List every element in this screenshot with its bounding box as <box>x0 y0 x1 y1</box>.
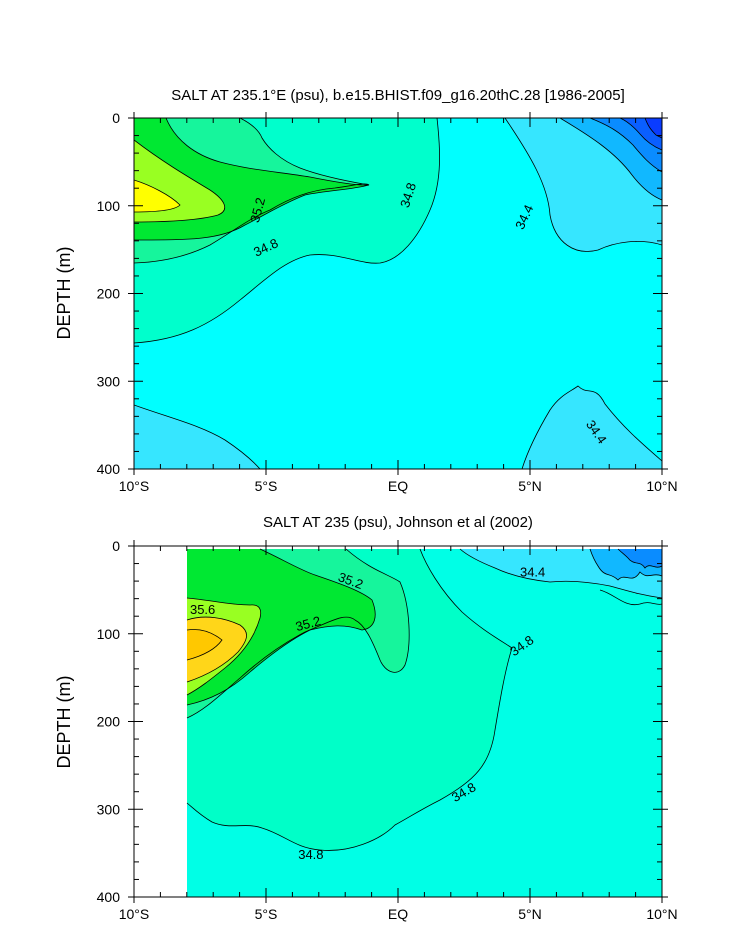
axis-ticks <box>128 112 668 475</box>
y-tick-label: 100 <box>97 626 121 642</box>
x-tick-label: 5°S <box>255 478 278 494</box>
contour-line <box>186 548 513 851</box>
y-tick-label: 400 <box>97 889 121 905</box>
contour-line <box>134 179 181 213</box>
y-tick-label: 400 <box>97 461 121 477</box>
contour-line <box>186 597 262 696</box>
y-tick-labels: 0 100 200 300 400 <box>97 110 121 477</box>
contour-fills <box>134 118 662 469</box>
contour-line <box>589 548 662 581</box>
fill-346-sw <box>134 405 260 469</box>
contour-line <box>559 118 662 201</box>
contour-label: 35.6 <box>190 602 215 617</box>
contour-line <box>619 118 662 151</box>
contour-label: 34.4 <box>520 564 545 579</box>
fill-338 <box>645 118 662 138</box>
contour-lines <box>134 118 662 469</box>
contour-line <box>644 118 662 139</box>
x-tick-label: 10°N <box>646 906 677 922</box>
x-tick-label: EQ <box>388 478 408 494</box>
y-tick-label: 300 <box>97 801 121 817</box>
contour-line <box>599 589 662 606</box>
chart-title: SALT AT 235.1°E (psu), b.e15.BHIST.f09_g… <box>171 87 625 104</box>
y-tick-label: 0 <box>112 538 120 554</box>
chart-bottom: SALT AT 235 (psu), Johnson et al (2002) <box>54 514 678 922</box>
contour-line <box>134 118 370 264</box>
y-tick-label: 200 <box>97 714 121 730</box>
fill-346-se <box>522 386 662 469</box>
x-tick-label: 10°S <box>119 478 150 494</box>
y-tick-label: 100 <box>97 198 121 214</box>
fill-354 <box>187 549 376 705</box>
contour-line <box>186 548 410 719</box>
contour-line <box>459 548 662 599</box>
y-axis-label: DEPTH (m) <box>54 676 74 769</box>
contour-line <box>134 118 440 344</box>
y-tick-label: 300 <box>97 373 121 389</box>
x-tick-label: 10°S <box>119 906 150 922</box>
contour-line <box>186 616 247 683</box>
contour-line <box>134 118 370 241</box>
x-tick-labels: 10°S 5°S EQ 5°N 10°N <box>119 478 678 494</box>
contour-label: 34.8 <box>397 181 419 210</box>
y-tick-label: 200 <box>97 286 121 302</box>
x-tick-labels: 10°S 5°S EQ 5°N 10°N <box>119 906 678 922</box>
x-tick-label: 10°N <box>646 478 677 494</box>
contour-label: 35.2 <box>247 196 268 224</box>
chart-title: SALT AT 235 (psu), Johnson et al (2002) <box>263 514 533 531</box>
contour-line <box>589 118 662 173</box>
contour-line <box>186 548 376 706</box>
chart-top: SALT AT 235.1°E (psu), b.e15.BHIST.f09_g… <box>54 87 678 494</box>
contour-label: 34.8 <box>298 847 323 862</box>
y-axis-label: DEPTH (m) <box>54 247 74 340</box>
contour-label: 35.2 <box>294 613 322 634</box>
x-tick-label: 5°S <box>255 906 278 922</box>
x-tick-label: 5°N <box>518 478 542 494</box>
fill-360 <box>187 629 222 660</box>
y-tick-label: 0 <box>112 110 120 126</box>
contour-line <box>134 404 261 469</box>
contour-labels: 35.6 35.2 35.2 34.8 34.8 34.8 34.4 <box>190 564 545 862</box>
contour-line <box>521 385 662 469</box>
contour-line <box>186 629 223 661</box>
x-tick-label: 5°N <box>518 906 542 922</box>
x-tick-label: EQ <box>388 906 408 922</box>
fill-342 <box>618 549 662 568</box>
axis-ticks <box>128 540 668 903</box>
contour-fills <box>187 549 662 897</box>
contour-lines <box>186 548 662 851</box>
contour-line <box>134 139 226 223</box>
y-tick-labels: 0 100 200 300 400 <box>97 538 121 905</box>
contour-line <box>617 548 662 569</box>
contour-line <box>504 118 662 252</box>
fill-358 <box>134 180 180 212</box>
